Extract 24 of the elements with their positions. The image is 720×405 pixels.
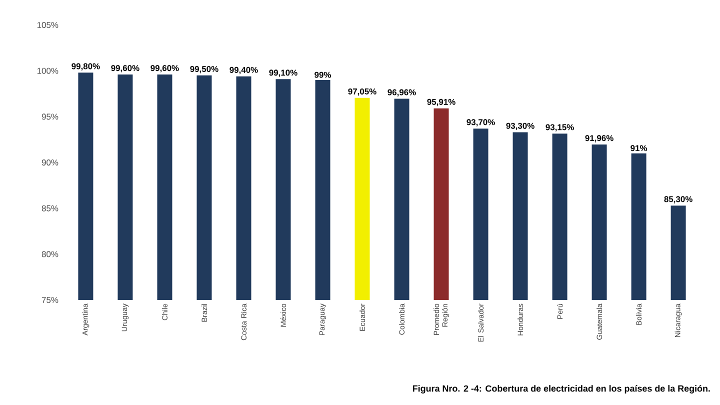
- data-label: 99,50%: [190, 66, 218, 74]
- y-tick-label: 95%: [42, 114, 58, 120]
- data-label: 99,60%: [111, 65, 140, 72]
- data-label: 97,05%: [348, 88, 376, 96]
- data-label: 99%: [314, 72, 332, 78]
- y-tick-label: 80%: [42, 251, 58, 258]
- data-label: 91%: [630, 145, 648, 152]
- text: Figura Nro. 2 -4: Cobertura de electricidad en los países de la Región.: [412, 385, 710, 394]
- data-label: 91,96%: [585, 135, 614, 142]
- data-label: 95,91%: [427, 98, 456, 106]
- data-label: 99,60%: [150, 65, 179, 72]
- y-tick-label: 85%: [42, 205, 58, 212]
- data-label: 93,70%: [466, 119, 495, 126]
- data-label: 96,96%: [388, 89, 416, 97]
- data-label: 85,30%: [664, 196, 692, 204]
- data-label: 99,40%: [230, 66, 258, 74]
- y-tick-label: 100%: [37, 68, 58, 74]
- y-tick-label: 90%: [42, 160, 58, 166]
- data-label: 93,15%: [546, 124, 574, 132]
- data-label: 99,10%: [269, 70, 298, 77]
- data-label: 99,80%: [72, 63, 100, 70]
- y-tick-label: 75%: [42, 297, 58, 303]
- data-label: 93,30%: [506, 122, 534, 130]
- y-tick-label: 105%: [37, 22, 58, 28]
